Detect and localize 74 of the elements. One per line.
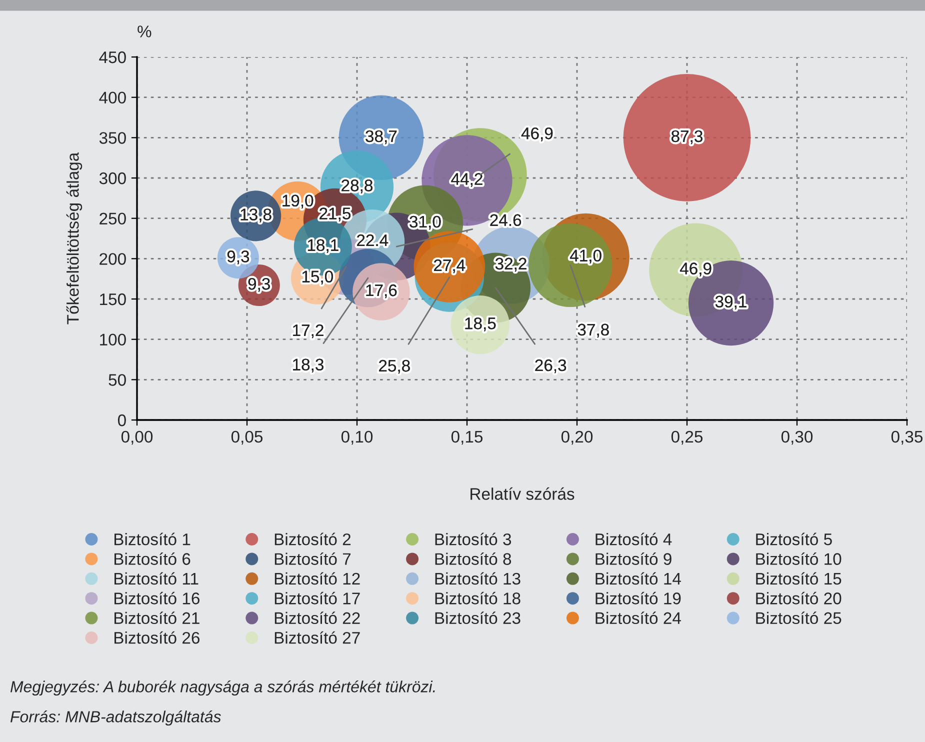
legend-label: Biztosító 24 xyxy=(596,612,681,624)
legend-label: Biztosító 3 xyxy=(435,532,512,546)
legend-label: Biztosító 17 xyxy=(274,592,360,604)
data-label: 18,1 xyxy=(308,239,338,254)
legend-label: Biztosító 19 xyxy=(596,592,681,604)
data-label: 15,0 xyxy=(302,270,333,284)
text: Forrás: MNB-adatszolgáltatás xyxy=(10,710,221,726)
data-label: 41,0 xyxy=(570,250,602,264)
data-label: 27,4 xyxy=(434,259,466,274)
data-label: 37,8 xyxy=(578,324,609,338)
legend-label: Biztosító 18 xyxy=(435,592,520,604)
text: Megjegyzés: A buborék nagysága a szórás mértékét tükrözi. xyxy=(10,680,435,696)
legend-label: Biztosító 1 xyxy=(114,532,190,546)
y-tick-label: 350 xyxy=(99,132,126,144)
data-label: 17,2 xyxy=(293,324,324,338)
legend-label: Biztosító 8 xyxy=(435,552,512,565)
y-tick-label: 400 xyxy=(99,92,126,104)
x-tick-label: 0,25 xyxy=(671,430,703,445)
x-tick-label: 0,20 xyxy=(561,430,593,445)
y-tick-label: 250 xyxy=(100,212,126,225)
y-tick-label: 50 xyxy=(108,374,126,386)
data-label: 87,3 xyxy=(672,130,702,144)
y-tick-label: 150 xyxy=(100,293,126,306)
legend-label: Biztosító 11 xyxy=(114,572,198,585)
y-tick-label: 0 xyxy=(118,414,126,426)
x-tick-label: 0,00 xyxy=(121,430,153,445)
legend-label: Biztosító 6 xyxy=(114,552,190,565)
y-tick-label: 300 xyxy=(99,172,126,184)
legend-label: Biztosító 2 xyxy=(274,532,351,546)
legend-label: Biztosító 12 xyxy=(274,572,360,585)
data-label: 39,1 xyxy=(715,296,746,310)
x-tick-label: 0,05 xyxy=(231,430,263,445)
data-label: 24.6 xyxy=(490,214,522,226)
legend-label: Biztosító 9 xyxy=(596,552,672,565)
data-label: 21,5 xyxy=(320,208,351,222)
legend-label: Biztosító 15 xyxy=(756,572,842,585)
legend-label: Biztosító 7 xyxy=(274,552,351,565)
data-label: 13,8 xyxy=(240,208,272,222)
x-tick-label: 0,35 xyxy=(891,430,923,445)
text: % xyxy=(138,26,152,38)
x-axis-title: Relatív szórás xyxy=(470,487,574,500)
data-label: 44,2 xyxy=(451,173,482,187)
y-tick-label: 450 xyxy=(99,51,126,64)
legend-label: Biztosító 14 xyxy=(596,572,681,585)
legend-label: Biztosító 27 xyxy=(274,631,360,644)
data-label: 38,7 xyxy=(366,130,397,144)
legend-label: Biztosító 13 xyxy=(435,572,520,585)
legend-label: Biztosító 16 xyxy=(114,592,200,604)
data-label: 46,9 xyxy=(521,127,553,142)
legend-label: Biztosító 20 xyxy=(756,592,842,604)
x-tick-label: 0,30 xyxy=(781,430,813,445)
y-axis-title: Tőkefeltöltöttség átlaga xyxy=(66,152,82,324)
data-label: 18,5 xyxy=(465,317,496,332)
data-label: 9,3 xyxy=(227,250,250,264)
y-tick-label: 200 xyxy=(100,253,126,265)
legend-label: Biztosító 26 xyxy=(114,631,200,644)
data-label: 22.4 xyxy=(357,234,388,246)
data-label: 28,8 xyxy=(342,180,372,194)
y-tick-label: 100 xyxy=(100,334,126,346)
x-tick-label: 0,15 xyxy=(451,430,483,445)
x-tick-label: 0,10 xyxy=(341,430,373,445)
data-label: 26,3 xyxy=(535,359,566,374)
legend-label: Biztosító 10 xyxy=(756,552,842,565)
legend-label: Biztosító 21 xyxy=(114,612,200,624)
legend-label: Biztosító 22 xyxy=(274,612,360,624)
data-label: 9,3 xyxy=(248,278,270,292)
data-label: 17,6 xyxy=(366,284,397,298)
legend-label: Biztosító 4 xyxy=(596,532,672,546)
data-label: 19,0 xyxy=(282,194,314,209)
data-label: 18,3 xyxy=(293,358,324,372)
legend-label: Biztosító 5 xyxy=(756,532,832,546)
legend-label: Biztosító 25 xyxy=(756,612,842,624)
data-label: 25,8 xyxy=(379,360,410,374)
legend-label: Biztosító 23 xyxy=(435,612,520,624)
